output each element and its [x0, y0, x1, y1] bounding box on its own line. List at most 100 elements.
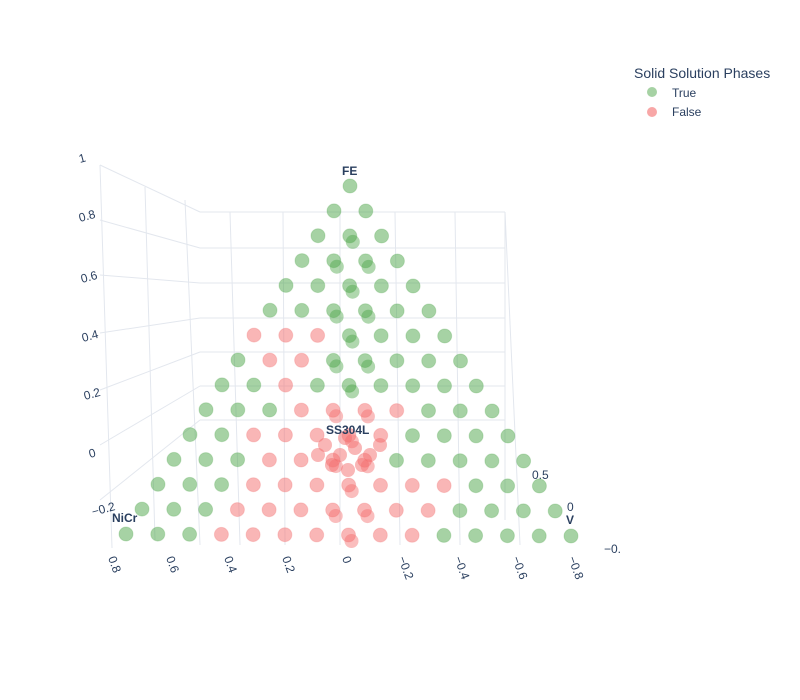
grid-line [99, 385, 201, 446]
point-true [326, 253, 342, 269]
point-true [547, 503, 563, 519]
point-false [277, 527, 293, 543]
point-false [348, 441, 362, 455]
point-true [484, 453, 500, 469]
legend-marker-false[interactable] [647, 107, 657, 117]
point-true [309, 377, 325, 393]
point-true [329, 309, 344, 324]
point-true [325, 352, 341, 368]
point-true [389, 253, 405, 269]
point-false [363, 448, 377, 462]
point-true [341, 328, 357, 344]
x-tick-label: 0.2 [279, 554, 298, 575]
point-false [325, 502, 341, 518]
legend-label-false[interactable]: False [672, 105, 702, 119]
z-tick-label: 0 [87, 446, 97, 461]
point-true [198, 402, 214, 418]
point-true [150, 476, 166, 492]
point-true [468, 478, 484, 494]
point-true [214, 377, 230, 393]
point-true [389, 353, 405, 369]
z-tick-label: 0.2 [82, 385, 102, 403]
point-false [388, 502, 404, 518]
x-tick-label: −0.2 [395, 554, 416, 581]
point-true [420, 453, 436, 469]
right-tick-label: 0 [567, 500, 574, 514]
z-tick-label: 1 [77, 151, 87, 166]
point-true [182, 476, 198, 492]
point-false [357, 402, 373, 418]
point-true [326, 303, 342, 319]
point-false [341, 477, 357, 493]
point-true [373, 378, 389, 394]
point-false [360, 509, 375, 524]
point-false [404, 527, 420, 543]
point-false [310, 327, 326, 343]
point-true [278, 277, 294, 293]
point-true [452, 503, 468, 519]
point-true [361, 259, 376, 274]
point-true [214, 477, 230, 493]
x-tick-label: −0.6 [509, 554, 530, 581]
grid-line [454, 211, 461, 546]
x-tick-label: −0.8 [565, 554, 586, 581]
x-tick-label: 0 [339, 554, 355, 565]
legend-marker-true[interactable] [647, 87, 657, 97]
point-true [361, 359, 376, 374]
point-true [421, 403, 436, 419]
point-false [261, 452, 277, 468]
point-false [357, 502, 372, 518]
point-false [344, 484, 359, 499]
point-false [436, 478, 452, 494]
vertex-labels: FE NiCr V SS304L [112, 164, 574, 527]
x-tick-label: −0.4 [451, 554, 472, 581]
x-tick-label: 0.4 [221, 554, 240, 575]
point-false [318, 438, 332, 452]
point-true [358, 203, 374, 219]
point-true [341, 377, 357, 393]
data-points [118, 178, 579, 548]
point-false [309, 527, 325, 543]
point-true [198, 452, 214, 468]
point-true [342, 228, 358, 244]
point-true [182, 427, 198, 443]
x-tick-label: 0.6 [163, 554, 182, 575]
point-false [311, 448, 325, 462]
point-false [344, 534, 359, 548]
point-true [118, 526, 134, 542]
grid-line [99, 164, 201, 213]
point-true [214, 427, 230, 443]
grid-line [99, 219, 201, 249]
point-false [333, 448, 347, 462]
x-tick-label: 0.8 [105, 554, 124, 575]
point-false [309, 477, 325, 493]
point-true [389, 303, 405, 319]
point-true [437, 378, 452, 394]
point-true [310, 228, 326, 244]
point-true [421, 353, 437, 369]
point-true [499, 528, 515, 544]
point-false [373, 477, 388, 493]
point-true [262, 302, 278, 318]
grid-line [99, 164, 113, 549]
legend[interactable]: Solid Solution Phases True False [634, 65, 770, 119]
point-false [355, 458, 369, 472]
point-true [484, 403, 500, 419]
legend-label-true[interactable]: True [672, 86, 697, 100]
point-true [484, 503, 500, 519]
vertex-label-nicr: NiCr [112, 511, 138, 525]
point-true [310, 278, 326, 294]
point-true [329, 259, 344, 274]
point-true [358, 253, 374, 269]
point-true [357, 303, 373, 319]
point-true [436, 428, 452, 444]
vertex-label-ss304l: SS304L [326, 423, 369, 437]
vertex-label-fe: FE [342, 164, 357, 178]
point-false [245, 527, 261, 543]
point-true [345, 234, 360, 249]
point-false [404, 477, 420, 493]
right-tick-label: 0.5 [532, 468, 549, 482]
point-false [245, 477, 261, 493]
point-true [531, 528, 547, 544]
